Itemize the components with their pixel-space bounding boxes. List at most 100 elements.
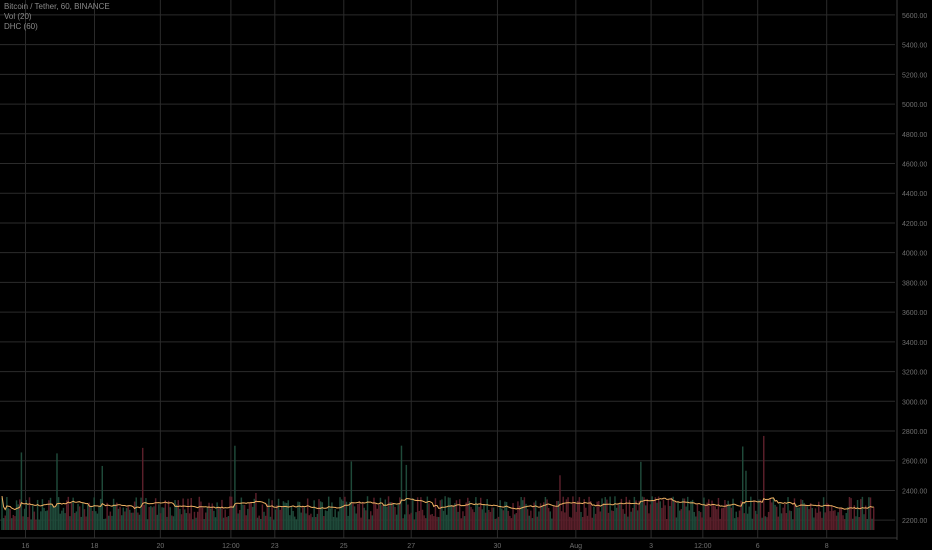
volume-bar [518, 505, 521, 530]
volume-bar [525, 503, 527, 530]
volume-bar [109, 511, 112, 530]
volume-bar [48, 500, 50, 530]
volume-bar [856, 499, 859, 530]
y-tick-label: 5400.00 [902, 43, 927, 50]
volume-bar [418, 510, 420, 530]
volume-bar [494, 518, 497, 530]
volume-bar [738, 510, 741, 530]
dhc-indicator-label[interactable]: DHC (60) [4, 22, 38, 31]
volume-bar [61, 510, 63, 530]
y-tick-label: 4800.00 [902, 132, 927, 139]
volume-bar [51, 504, 53, 530]
volume-bar [53, 506, 55, 530]
volume-bar [195, 517, 197, 530]
volume-bar [785, 513, 788, 530]
volume-bar [20, 452, 23, 530]
volume-bar [315, 517, 317, 530]
volume-bar [392, 503, 395, 530]
volume-bar [342, 500, 344, 530]
volume-bar [297, 501, 299, 530]
volume-bar [395, 514, 398, 530]
volume-bar [598, 501, 600, 530]
volume-bar [389, 501, 391, 530]
volume-bar [154, 498, 157, 530]
volume-bar [764, 516, 767, 530]
symbol-title[interactable]: Bitcoin / Tether, 60, BINANCE [4, 2, 110, 11]
volume-bar [811, 508, 814, 530]
volume-bar [741, 446, 744, 530]
volume-bar [586, 515, 589, 530]
volume-bar [635, 500, 637, 530]
volume-bar [38, 519, 40, 530]
volume-bar [824, 512, 826, 530]
volume-bar [277, 498, 280, 530]
volume-bar [188, 513, 191, 530]
volume-bar [478, 506, 480, 530]
x-tick-label: 6 [756, 543, 760, 550]
volume-ma-line [1, 496, 874, 511]
volume-bar [272, 519, 275, 530]
volume-bar [803, 502, 805, 530]
volume-bar [850, 498, 852, 530]
volume-bar [129, 509, 131, 530]
volume-bar [268, 498, 270, 530]
volume-bar [119, 506, 121, 530]
volume-bar [426, 496, 429, 530]
volume-bar [727, 500, 729, 530]
volume-bar [7, 508, 10, 530]
volume-bar [733, 518, 736, 530]
volume-bar [703, 497, 705, 530]
volume-bar [43, 507, 45, 530]
volume-bar [397, 504, 399, 530]
volume-bar [788, 510, 791, 530]
volume-bar [36, 499, 39, 530]
volume-bar [99, 498, 102, 530]
volume-bar [31, 505, 34, 530]
volume-bar [651, 496, 653, 530]
volume-bar [665, 519, 668, 530]
volume-bar [201, 507, 204, 530]
volume-bar [745, 470, 747, 530]
volume-bar [127, 505, 129, 530]
volume-bar [337, 511, 340, 530]
volume-bar [439, 500, 442, 530]
y-tick-label: 4600.00 [902, 162, 927, 169]
volume-bar [135, 497, 137, 530]
volume-bar [235, 504, 238, 530]
volume-bar [187, 498, 189, 530]
volume-bar [633, 496, 636, 530]
volume-bar [695, 516, 697, 530]
volume-bar [468, 500, 471, 530]
volume-bar [829, 511, 831, 530]
volume-bar [801, 500, 804, 530]
volume-bar [410, 512, 412, 530]
volume-bar [104, 518, 107, 530]
volume-bar [41, 499, 44, 530]
volume-bar [399, 497, 401, 530]
volume-bar [14, 516, 16, 530]
volume-bar [761, 517, 763, 530]
volume-bar [822, 497, 825, 530]
volume-bar [577, 500, 579, 530]
volume-bar [591, 517, 594, 530]
volume-bar [696, 504, 699, 530]
volume-bar [860, 499, 862, 530]
volume-bar [214, 517, 217, 530]
volume-bar [25, 500, 27, 530]
volume-bar [675, 517, 678, 530]
volume-bar [594, 513, 597, 530]
volume-bar [340, 499, 343, 530]
volume-bar [772, 498, 775, 530]
volume-bar [750, 496, 752, 530]
volume-bar [578, 497, 581, 530]
volume-indicator-label[interactable]: Vol (20) [4, 12, 32, 21]
volume-bar [839, 508, 841, 530]
volume-bar [203, 519, 205, 530]
volume-bar [746, 513, 749, 530]
volume-bar [664, 505, 666, 530]
volume-bar [413, 519, 416, 530]
volume-bar [685, 506, 687, 530]
volume-bar [575, 511, 577, 530]
